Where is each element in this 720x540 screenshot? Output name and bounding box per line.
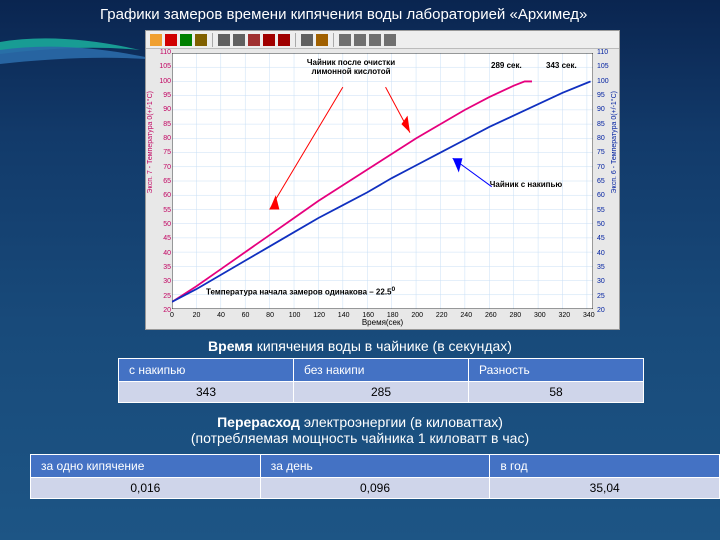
xtick: 240	[456, 312, 476, 319]
x-green-icon[interactable]	[180, 34, 192, 46]
xtick: 300	[530, 312, 550, 319]
xtick: 0	[162, 312, 182, 319]
table-header: за одно кипячение	[31, 455, 261, 478]
ytick-left: 70	[151, 164, 171, 171]
table-time: с накипьюбез накипиРазность 34328558	[118, 358, 644, 403]
caption-time: Время кипячения воды в чайнике (в секунд…	[0, 338, 720, 354]
xtick: 80	[260, 312, 280, 319]
end-label-clean: 289 сек.	[491, 61, 522, 70]
table-energy: за одно кипячениеза деньв год 0,0160,0963…	[30, 454, 720, 499]
runner-icon[interactable]	[150, 34, 162, 46]
xtick: 260	[481, 312, 501, 319]
stop-red-icon[interactable]	[165, 34, 177, 46]
annotation-scale: Чайник с накипью	[486, 181, 566, 190]
annotation-start-temp: Температура начала замеров одинакова – 2…	[206, 286, 395, 297]
xtick: 340	[579, 312, 599, 319]
xtick: 120	[309, 312, 329, 319]
ytick-left: 45	[151, 235, 171, 242]
ytick-right: 25	[597, 293, 617, 300]
ytick-right: 20	[597, 307, 617, 314]
pencil-icon[interactable]	[316, 34, 328, 46]
xtick: 220	[432, 312, 452, 319]
page-title: Графики замеров времени кипячения воды л…	[100, 6, 700, 23]
ytick-left: 25	[151, 293, 171, 300]
bar-icon[interactable]	[248, 34, 260, 46]
book-icon[interactable]	[195, 34, 207, 46]
annotation-clean: Чайник после очистки лимонной кислотой	[296, 59, 406, 77]
ytick-left: 85	[151, 121, 171, 128]
flag-icon[interactable]	[263, 34, 275, 46]
ytick-right: 45	[597, 235, 617, 242]
ytick-left: 75	[151, 149, 171, 156]
pause-icon[interactable]	[369, 34, 381, 46]
table-header: за день	[260, 455, 490, 478]
ytick-left: 80	[151, 135, 171, 142]
caption-energy: Перерасход электроэнергии (в киловаттах)…	[0, 414, 720, 446]
table-header: в год	[490, 455, 720, 478]
table-header: с накипью	[119, 359, 294, 382]
xtick: 140	[334, 312, 354, 319]
ytick-left: 30	[151, 278, 171, 285]
x-axis-label: Время(сек)	[362, 318, 403, 327]
ytick-left: 40	[151, 250, 171, 257]
ytick-right: 105	[597, 63, 617, 70]
ytick-right: 55	[597, 207, 617, 214]
ytick-left: 65	[151, 178, 171, 185]
xtick: 40	[211, 312, 231, 319]
table-cell: 58	[469, 382, 644, 403]
xtick: 100	[285, 312, 305, 319]
xtick: 280	[505, 312, 525, 319]
xtick: 60	[236, 312, 256, 319]
ytick-right: 40	[597, 250, 617, 257]
end-label-scale: 343 сек.	[546, 61, 577, 70]
pin-icon[interactable]	[278, 34, 290, 46]
ytick-right: 30	[597, 278, 617, 285]
table-cell: 0,016	[31, 478, 261, 499]
ytick-left: 100	[151, 78, 171, 85]
table-cell: 35,04	[490, 478, 720, 499]
ytick-left: 95	[151, 92, 171, 99]
chart-toolbar	[146, 31, 619, 49]
ytick-right: 100	[597, 78, 617, 85]
ytick-left: 50	[151, 221, 171, 228]
y-axis-label-left: Эксп. 7 - Температура 0(+/-1°C)	[147, 91, 154, 193]
sheet-icon[interactable]	[233, 34, 245, 46]
ytick-left: 110	[151, 49, 171, 56]
ytick-right: 50	[597, 221, 617, 228]
ytick-right: 35	[597, 264, 617, 271]
table-header: Разность	[469, 359, 644, 382]
play-icon[interactable]	[339, 34, 351, 46]
home-icon[interactable]	[218, 34, 230, 46]
xtick: 200	[407, 312, 427, 319]
wrench-icon[interactable]	[301, 34, 313, 46]
ytick-right: 110	[597, 49, 617, 56]
ytick-left: 60	[151, 192, 171, 199]
xtick: 320	[554, 312, 574, 319]
chart-panel: 20 25 30 35 40 45 50 55 60 65 70 75 80 85 90 95 100 105 11…	[145, 30, 620, 330]
table-cell: 285	[294, 382, 469, 403]
ytick-left: 105	[151, 63, 171, 70]
ytick-left: 90	[151, 106, 171, 113]
table-cell: 343	[119, 382, 294, 403]
end-icon[interactable]	[384, 34, 396, 46]
y-axis-label-right: Эксп. 6 - Температура 0(+/-1°C)	[611, 91, 618, 193]
table-cell: 0,096	[260, 478, 490, 499]
fwd-icon[interactable]	[354, 34, 366, 46]
ytick-left: 55	[151, 207, 171, 214]
xtick: 20	[187, 312, 207, 319]
ytick-left: 35	[151, 264, 171, 271]
table-header: без накипи	[294, 359, 469, 382]
